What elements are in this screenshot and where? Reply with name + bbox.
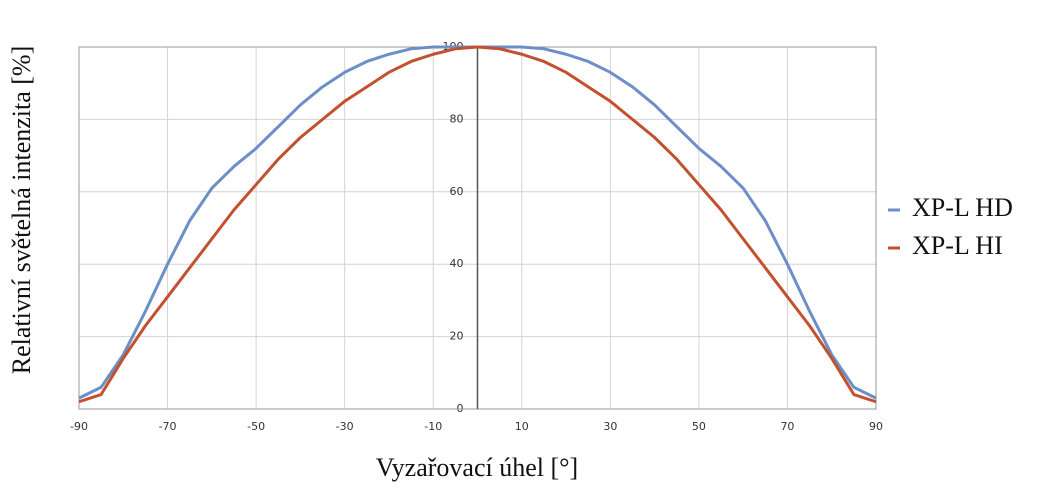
x-tick-label: 70 bbox=[780, 420, 794, 433]
x-tick-label: -70 bbox=[159, 420, 177, 433]
x-tick-label: -10 bbox=[424, 420, 442, 433]
y-tick-label: 40 bbox=[450, 257, 464, 270]
x-axis-title: Vyzařovací úhel [°] bbox=[376, 453, 578, 482]
x-tick-label: -50 bbox=[247, 420, 265, 433]
x-tick-label: 30 bbox=[603, 420, 617, 433]
legend-label: XP-L HI bbox=[912, 231, 1003, 260]
x-tick-label: 90 bbox=[869, 420, 883, 433]
y-tick-label: 60 bbox=[450, 185, 464, 198]
x-tick-label: 10 bbox=[515, 420, 529, 433]
x-tick-label: 50 bbox=[692, 420, 706, 433]
y-tick-label: 20 bbox=[450, 330, 464, 343]
legend-label: XP-L HD bbox=[912, 193, 1013, 222]
series-line bbox=[78, 45, 877, 404]
y-tick-label: 80 bbox=[450, 112, 464, 125]
x-tick-label: -30 bbox=[336, 420, 354, 433]
x-tick-label: -90 bbox=[70, 420, 88, 433]
y-axis-title: Relativní světelná intenzita [%] bbox=[7, 46, 36, 375]
